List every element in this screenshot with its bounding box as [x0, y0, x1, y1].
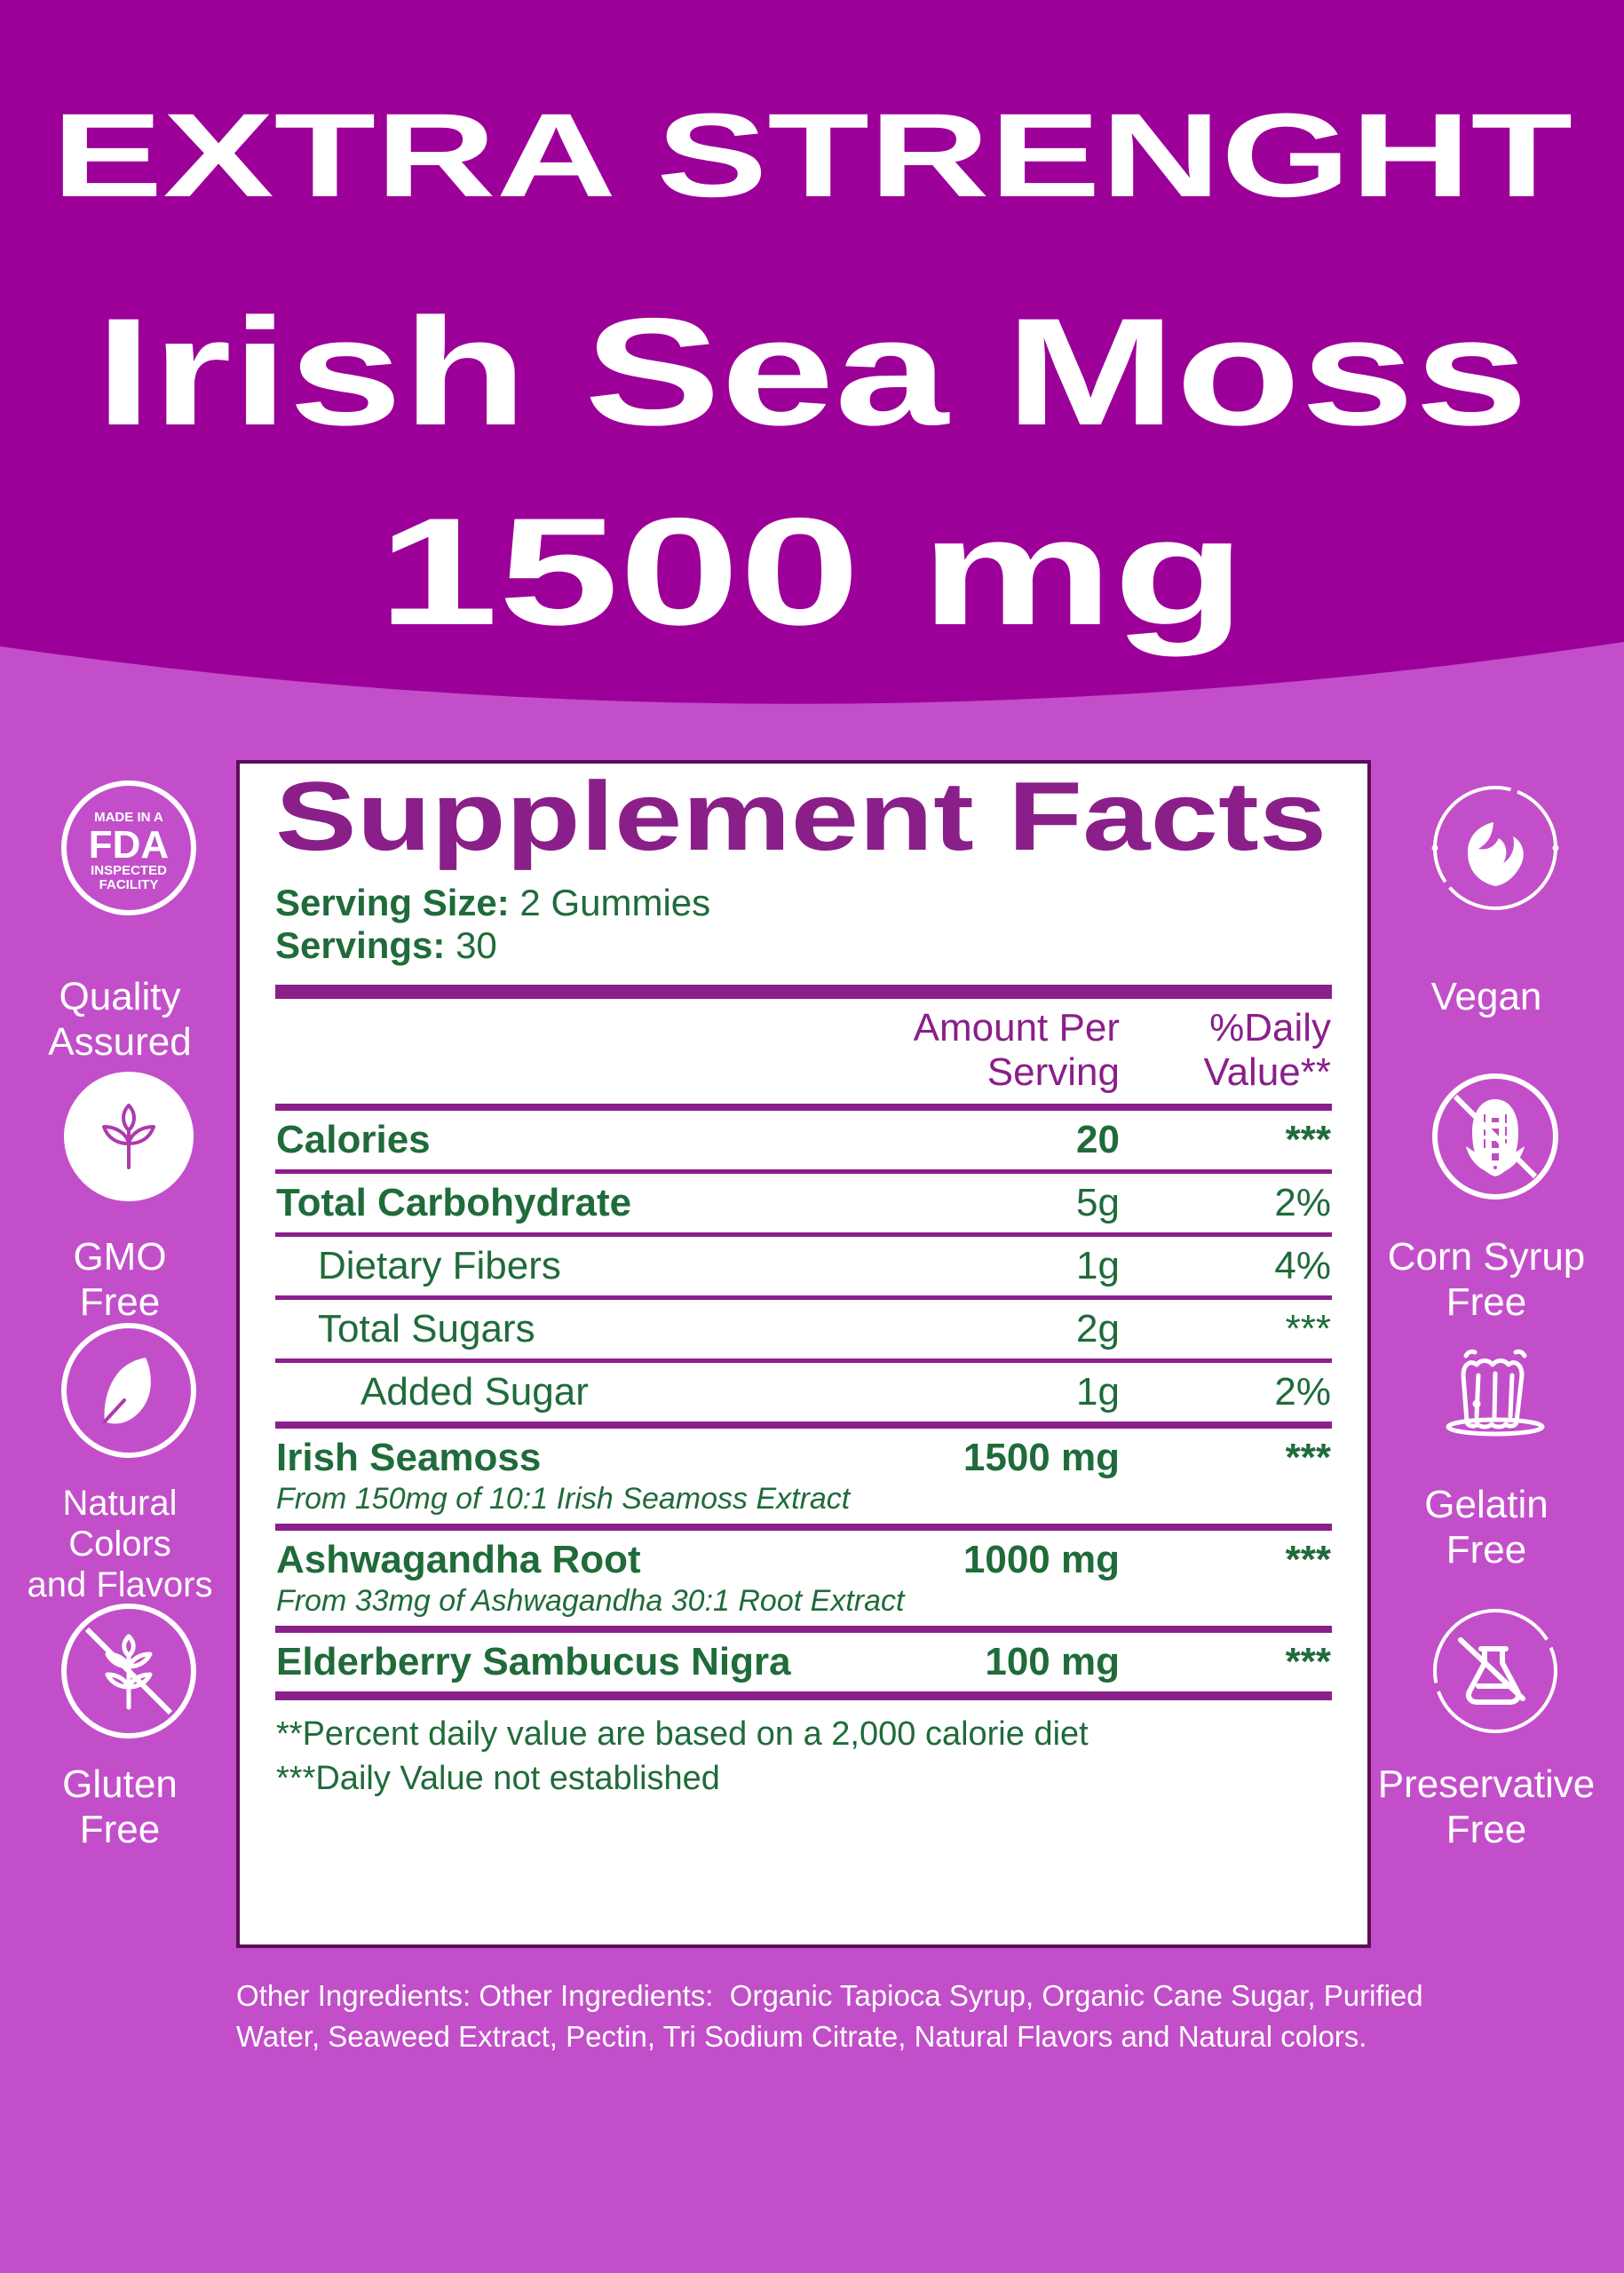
svg-text:FACILITY: FACILITY [99, 877, 159, 892]
svg-text:INSPECTED: INSPECTED [91, 863, 167, 878]
svg-text:FDA: FDA [89, 823, 169, 867]
